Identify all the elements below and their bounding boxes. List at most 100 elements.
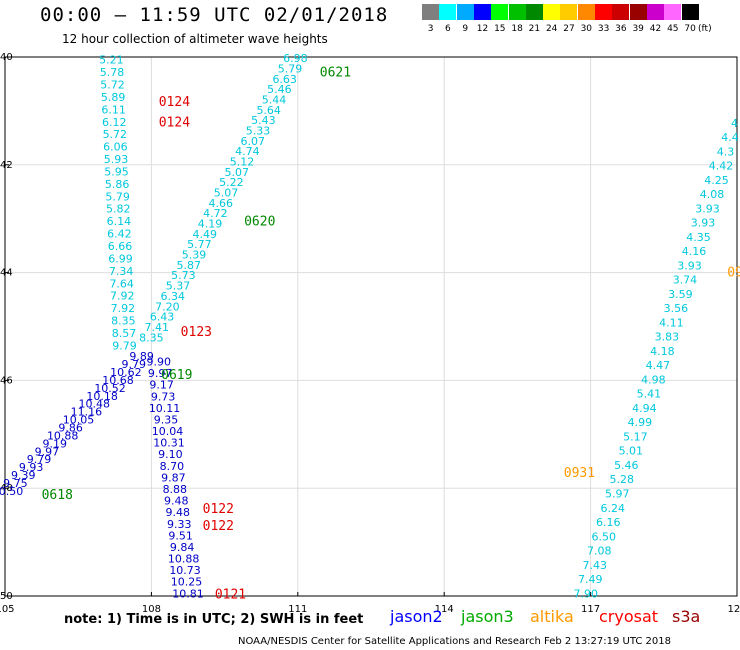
lon-tick-label: 117 (581, 604, 600, 615)
wave-height-value: 6.43 (150, 311, 175, 324)
lon-tick-label: 108 (142, 604, 161, 615)
legend-label: 30 (580, 24, 593, 34)
wave-height-value: 9.89 (129, 350, 154, 363)
wave-height-value: 5.73 (171, 269, 196, 282)
wave-height-value: 9.19 (43, 437, 68, 450)
wave-height-value: 9.51 (168, 529, 193, 542)
legend-swatch (439, 4, 457, 20)
wave-height-value: 10.52 (94, 382, 126, 395)
satellite-name-jason2: jason2 (390, 607, 443, 626)
pass-time-label: 0619 (161, 368, 192, 383)
wave-height-value: 5.46 (614, 459, 639, 472)
wave-height-value: 5.43 (251, 114, 276, 127)
wave-height-value: 10.88 (47, 429, 79, 442)
legend-swatch (525, 4, 543, 20)
wave-height-value: 11.16 (71, 406, 103, 419)
legend-label: 18 (511, 24, 523, 34)
pass-time-label: 0122 (203, 519, 234, 534)
wave-height-value: 9.17 (149, 379, 174, 392)
wave-height-value: 9.35 (154, 413, 179, 426)
wave-height-value: 5.87 (176, 259, 201, 272)
legend-swatch (577, 4, 595, 20)
wave-height-value: 5.72 (100, 79, 125, 92)
legend-swatch (595, 4, 612, 20)
wave-height-value: 3.93 (677, 259, 702, 272)
legend-label: 21 (528, 24, 541, 34)
pass-time-label: 0124 (159, 95, 190, 110)
wave-height-value: 6.98 (283, 52, 308, 65)
footer-note: note: 1) Time is in UTC; 2) SWH is in fe… (64, 612, 364, 627)
wave-height-value: 6.66 (108, 240, 133, 253)
wave-height-value: 7.90 (573, 587, 598, 600)
wave-height-value: 5.79 (278, 62, 303, 75)
lon-tick-label: 111 (288, 604, 307, 615)
wave-height-value: 9.86 (58, 421, 83, 434)
wave-height-value: 4.99 (628, 416, 653, 429)
legend-label: 42 (649, 24, 662, 34)
pass-time-label: 0123 (181, 325, 212, 340)
wave-height-value: 10.25 (171, 576, 203, 589)
wave-height-value: 7.43 (582, 559, 607, 572)
wave-height-value: 4.19 (198, 218, 223, 231)
wave-height-value: 9.79 (112, 339, 137, 352)
pass-time-label: 0931 (564, 466, 595, 481)
wave-height-value: 9.87 (161, 471, 186, 484)
lon-tick-label: 120 (727, 604, 740, 615)
wave-height-value: 6.07 (240, 135, 265, 148)
wave-height-value: 10.88 (168, 553, 200, 566)
wave-height-value: 9.33 (167, 518, 192, 531)
wave-height-value: 4.47 (646, 359, 671, 372)
wave-height-value: 10.81 (172, 587, 204, 600)
wave-height-value: 6.34 (160, 290, 185, 303)
lon-tick-label: 114 (435, 604, 454, 615)
wave-height-value: 5.28 (610, 473, 635, 486)
wave-height-value: 10.62 (110, 366, 142, 379)
wave-height-value: 10.73 (169, 564, 201, 577)
pass-time-label: 0621 (320, 66, 351, 81)
wave-height-value: 9.93 (19, 461, 44, 474)
wave-height-value: 5.21 (99, 54, 124, 67)
pass-time-label: 0620 (244, 214, 275, 229)
wave-height-value: 9.39 (11, 469, 36, 482)
legend-label: 33 (597, 24, 610, 34)
wave-height-value: 6.12 (102, 116, 127, 129)
wave-height-value: 6.42 (107, 228, 132, 241)
legend-label: 36 (615, 24, 627, 34)
wave-height-value: 5.33 (246, 124, 271, 137)
wave-height-value: 4.25 (704, 174, 729, 187)
wave-height-value: 3.59 (668, 288, 693, 301)
legend-label: 70 (684, 24, 696, 34)
wave-height-value: 8.70 (160, 460, 185, 473)
legend-swatch (681, 4, 699, 20)
wave-height-value: 9.48 (164, 495, 189, 508)
wave-height-value: 4.11 (659, 316, 684, 329)
legend-label: 12 (476, 24, 489, 34)
wave-height-value: 8.35 (111, 315, 136, 328)
legend-swatch (456, 4, 474, 20)
wave-height-value: 5.77 (187, 238, 212, 251)
legend-label: 6 (445, 24, 451, 34)
legend-label: 24 (545, 24, 558, 34)
legend-label: 27 (563, 24, 575, 34)
wave-height-value: 4.49 (192, 228, 217, 241)
wave-height-value: 3.83 (655, 331, 680, 344)
legend-label: 39 (632, 24, 644, 34)
wave-height-value: 8.57 (112, 327, 137, 340)
wave-height-value: 5.86 (105, 178, 130, 191)
pass-time-label: 0618 (42, 488, 73, 503)
wave-height-value: 5.46 (267, 83, 292, 96)
wave-height-value: 5.37 (166, 280, 191, 293)
wave-height-value: 5.93 (104, 153, 129, 166)
wave-height-value: 7.92 (111, 302, 136, 315)
wave-height-value: 4.98 (641, 373, 666, 386)
legend-swatch (543, 4, 561, 20)
wave-height-value: 9.97 (35, 445, 60, 458)
wave-height-value: 7.64 (109, 277, 134, 290)
wave-height-value: 6.50 (592, 530, 617, 543)
pass-time-label: 09 (727, 266, 740, 281)
legend-label: 45 (667, 24, 679, 34)
map-frame (4, 56, 738, 597)
wave-height-value: 4.42 (709, 160, 734, 173)
wave-height-value: 7.34 (109, 265, 134, 278)
